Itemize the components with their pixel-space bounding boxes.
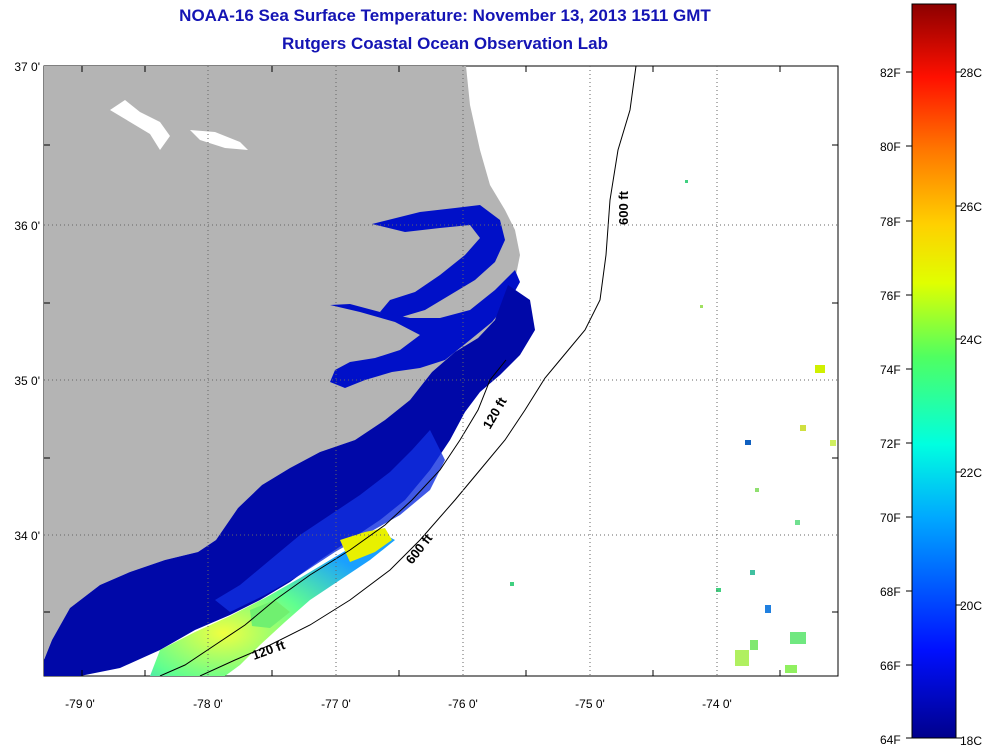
lat-label: 35 0' — [14, 374, 40, 388]
shelf-water — [215, 430, 445, 612]
colorbar-c-label: 18C — [960, 734, 982, 748]
longitude-labels: -79 0' -78 0' -77 0' -76 0' -75 0' -74 0… — [65, 697, 732, 711]
lon-label: -75 0' — [575, 697, 605, 711]
graticule — [44, 66, 838, 676]
map-subtitle: Rutgers Coastal Ocean Observation Lab — [282, 34, 608, 53]
lat-label: 36 0' — [14, 219, 40, 233]
colorbar-c-label: 28C — [960, 66, 982, 80]
colorbar-c-label: 22C — [960, 466, 982, 480]
lat-label: 37 0' — [14, 60, 40, 74]
colorbar: 82F 80F 78F 76F 74F 72F 70F 68F 66F 64F … — [880, 3, 982, 748]
colorbar-f-label: 72F — [880, 437, 901, 451]
lon-label: -79 0' — [65, 697, 95, 711]
warm-patch-yellow — [340, 528, 392, 562]
colorbar-f-label: 74F — [880, 363, 901, 377]
axis-ticks — [44, 66, 838, 676]
colorbar-f-label: 78F — [880, 215, 901, 229]
colorbar-f-label: 70F — [880, 511, 901, 525]
albemarle-sound — [110, 100, 248, 150]
offshore-pixels — [510, 180, 836, 673]
warm-patch-green — [250, 600, 290, 628]
cold-water-band — [44, 285, 535, 676]
colorbar-f-label: 82F — [880, 66, 901, 80]
lat-label: 34 0' — [14, 529, 40, 543]
colorbar-f-label: 80F — [880, 140, 901, 154]
colorbar-c-label: 26C — [960, 200, 982, 214]
colorbar-c-label: 24C — [960, 333, 982, 347]
colorbar-f-label: 68F — [880, 585, 901, 599]
colorbar-f-label: 76F — [880, 289, 901, 303]
neuse-river — [330, 270, 520, 388]
lon-label: -76 0' — [448, 697, 478, 711]
lon-label: -78 0' — [193, 697, 223, 711]
land-mass — [44, 66, 520, 660]
lon-label: -74 0' — [702, 697, 732, 711]
map-title: NOAA-16 Sea Surface Temperature: Novembe… — [179, 6, 711, 25]
latitude-labels: 37 0' 36 0' 35 0' 34 0' — [14, 60, 40, 543]
colorbar-c-label: 20C — [960, 599, 982, 613]
colorbar-f-label: 64F — [880, 733, 901, 747]
colorbar-scale — [911, 3, 957, 739]
colorbar-f-label: 66F — [880, 659, 901, 673]
lon-label: -77 0' — [321, 697, 351, 711]
contour-label-600ft-north: 600 ft — [616, 190, 631, 225]
bathymetry-lines — [159, 66, 637, 676]
pamlico-sound — [372, 205, 505, 318]
